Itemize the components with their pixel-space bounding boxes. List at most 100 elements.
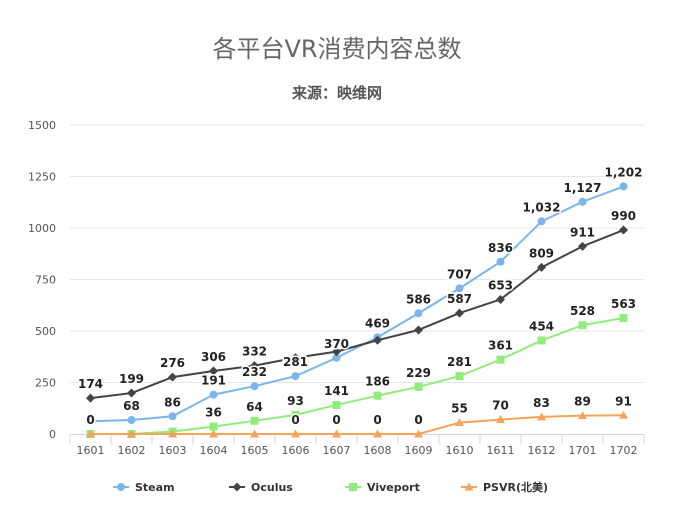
data-point-psvr	[168, 429, 177, 438]
data-point-steam	[455, 284, 464, 293]
data-point-viveport	[414, 382, 423, 391]
data-label-viveport: 528	[570, 304, 595, 318]
data-point-oculus	[168, 372, 177, 382]
y-tick-label: 1500	[28, 119, 56, 132]
data-point-psvr	[291, 429, 300, 438]
x-tick-label: 1606	[282, 444, 310, 457]
data-point-psvr	[332, 429, 341, 438]
grid	[70, 124, 644, 383]
data-label-oculus: 911	[570, 225, 595, 239]
data-point-steam	[578, 197, 587, 206]
legend[interactable]: Steam Oculus Viveport PSVR(北美)	[113, 480, 548, 494]
data-point-oculus	[619, 225, 628, 235]
data-point-oculus	[209, 366, 218, 376]
data-label-psvr: 0	[332, 413, 340, 427]
series-line-viveport	[90, 317, 624, 435]
legend-item-steam[interactable]: Steam	[113, 481, 175, 494]
chart-subtitle: 来源：映维网	[291, 84, 382, 102]
data-label-steam: 370	[324, 337, 349, 351]
x-tick-label: 1609	[405, 444, 433, 457]
data-label-steam: 232	[242, 365, 267, 379]
x-tick-label: 1611	[487, 444, 515, 457]
y-tick-label: 1000	[28, 222, 56, 235]
legend-label: Viveport	[367, 481, 420, 494]
data-label-psvr: 55	[451, 402, 468, 416]
series-line-steam	[90, 185, 624, 423]
data-label-oculus: 199	[119, 372, 144, 386]
data-label-viveport: 141	[324, 384, 349, 398]
data-label-steam: 68	[123, 399, 140, 413]
data-point-oculus	[496, 294, 505, 304]
data-point-steam	[537, 217, 546, 226]
data-label-oculus: 174	[78, 377, 103, 391]
data-point-psvr	[127, 429, 136, 438]
data-point-viveport	[496, 355, 505, 364]
x-tick-label: 1602	[118, 444, 146, 457]
data-label-psvr: 91	[615, 394, 632, 408]
series-oculus	[86, 225, 628, 403]
data-point-steam	[496, 257, 505, 266]
data-point-viveport	[619, 314, 628, 323]
data-point-psvr	[578, 411, 587, 420]
data-label-steam: 1,202	[605, 165, 643, 179]
data-point-viveport	[455, 372, 464, 381]
legend-item-psvr[interactable]: PSVR(北美)	[461, 480, 548, 494]
data-label-steam: 707	[447, 267, 472, 281]
data-label-steam: 191	[201, 374, 226, 388]
legend-swatch-marker	[464, 482, 474, 491]
x-tick-label: 1604	[200, 444, 228, 457]
y-tick-label: 1250	[28, 171, 56, 184]
data-label-oculus: 990	[611, 209, 636, 223]
y-tick-label: 250	[35, 377, 56, 390]
data-point-viveport	[578, 321, 587, 330]
data-label-viveport: 0	[86, 413, 94, 427]
data-label-viveport: 229	[406, 366, 431, 380]
x-tick-label: 1610	[446, 444, 474, 457]
data-point-psvr	[619, 410, 628, 419]
data-label-oculus: 332	[242, 345, 267, 359]
data-label-psvr: 83	[533, 396, 550, 410]
x-tick-label: 1605	[241, 444, 269, 457]
data-point-psvr	[537, 412, 546, 421]
data-label-oculus: 276	[160, 356, 185, 370]
data-point-oculus	[455, 308, 464, 318]
x-tick-label: 1702	[610, 444, 638, 457]
data-label-psvr: 0	[373, 413, 381, 427]
data-point-steam	[168, 412, 177, 421]
data-point-oculus	[373, 335, 382, 345]
data-label-viveport: 563	[611, 297, 636, 311]
y-tick-label: 500	[35, 325, 56, 338]
data-point-viveport	[209, 422, 218, 431]
legend-item-oculus[interactable]: Oculus	[229, 481, 293, 494]
data-label-psvr: 0	[414, 413, 422, 427]
y-tick-label: 750	[35, 274, 56, 287]
data-point-steam	[250, 382, 259, 391]
data-label-psvr: 89	[574, 395, 591, 409]
data-label-psvr: 0	[291, 413, 299, 427]
data-label-psvr: 70	[492, 399, 509, 413]
data-point-steam	[291, 372, 300, 381]
legend-item-viveport[interactable]: Viveport	[345, 481, 420, 494]
data-label-steam: 1,127	[564, 181, 602, 195]
data-label-oculus: 306	[201, 350, 226, 364]
x-tick-label: 1607	[323, 444, 351, 457]
data-point-psvr	[250, 429, 259, 438]
data-label-steam: 586	[406, 292, 431, 306]
y-tick-label: 0	[49, 428, 56, 441]
data-point-oculus	[414, 325, 423, 335]
legend-swatch-marker	[117, 483, 125, 491]
data-label-steam: 86	[164, 395, 181, 409]
data-point-viveport	[291, 410, 300, 419]
x-tick-label: 1601	[77, 444, 105, 457]
data-point-oculus	[291, 353, 300, 363]
legend-swatch-marker	[349, 483, 357, 491]
x-tick-label: 1612	[528, 444, 556, 457]
series-line-oculus	[90, 229, 624, 400]
data-point-oculus	[250, 361, 259, 371]
chart-title: 各平台VR消费内容总数	[212, 35, 461, 63]
data-point-viveport	[537, 336, 546, 345]
data-point-oculus	[86, 393, 95, 403]
data-point-viveport	[250, 416, 259, 425]
